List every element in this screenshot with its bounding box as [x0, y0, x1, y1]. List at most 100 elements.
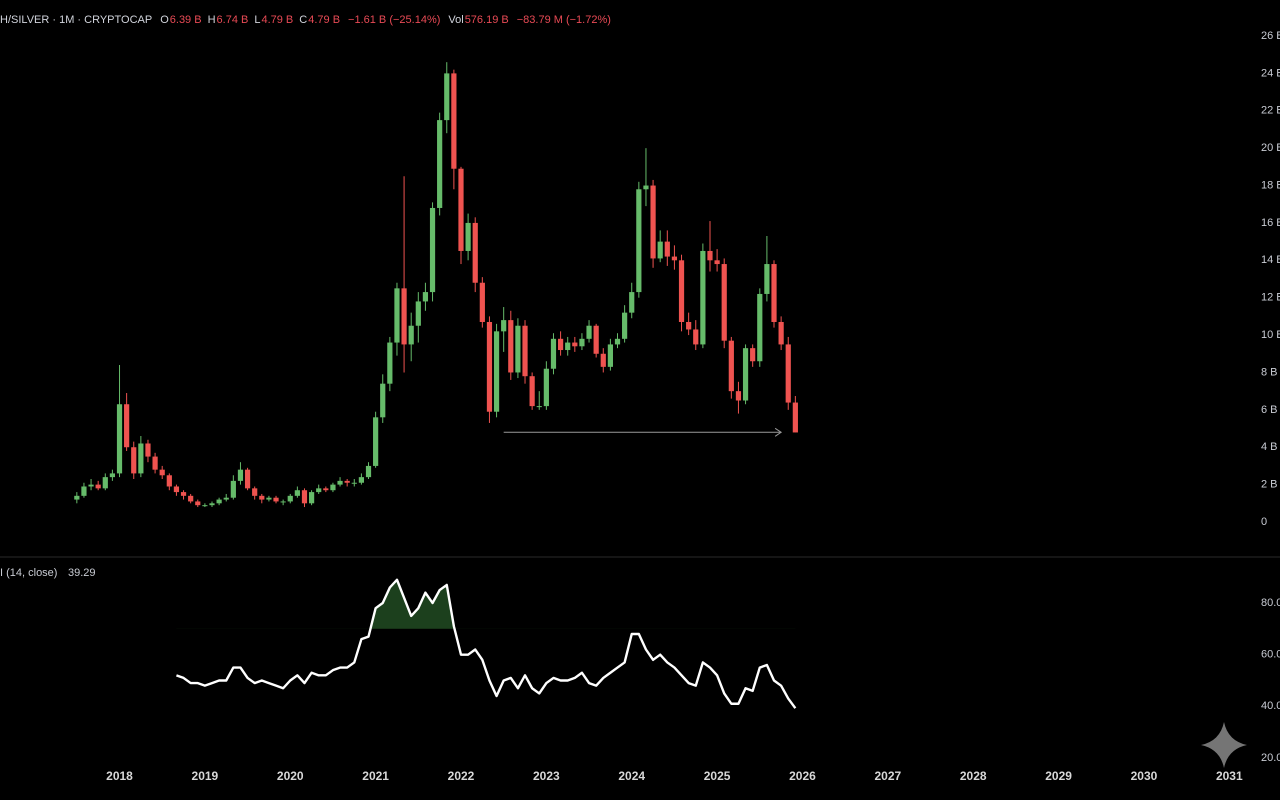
candle-body — [188, 495, 194, 502]
candle-body — [458, 168, 464, 251]
x-tick-label: 2022 — [448, 769, 475, 783]
candle-body — [486, 321, 493, 412]
candle-body — [344, 480, 350, 483]
ohlc-label: C — [299, 14, 307, 26]
candle-body — [543, 368, 549, 407]
candle-body — [629, 292, 635, 313]
candle-body — [444, 73, 450, 121]
x-tick-label: 2028 — [960, 769, 987, 783]
candle-body — [415, 301, 421, 326]
rsi-title: I (14, close) — [0, 567, 57, 579]
candle-body — [223, 497, 229, 500]
candle-body — [401, 288, 407, 345]
candle-body — [536, 406, 542, 408]
candle-body — [337, 480, 343, 485]
candle-body — [387, 342, 393, 384]
candle-body — [650, 185, 656, 259]
candle-body — [429, 207, 436, 293]
candle-body — [735, 391, 742, 401]
candle-body — [728, 340, 734, 392]
candle-body — [266, 497, 272, 500]
candle-body — [173, 486, 180, 493]
y-tick-label: 8 B — [1261, 366, 1278, 378]
candle-body — [116, 404, 123, 474]
candle-body — [237, 469, 244, 481]
candle-body — [202, 505, 208, 507]
y-tick-label: 24 B — [1261, 67, 1280, 79]
candle-body — [529, 376, 535, 407]
candle-body — [792, 402, 798, 433]
candle-body — [565, 342, 571, 351]
candle-body — [579, 338, 585, 347]
candle-body — [216, 499, 222, 504]
candle-body — [287, 495, 293, 502]
candle-body — [465, 222, 471, 251]
candle-body — [607, 344, 613, 367]
y-tick-label: 40.00 — [1261, 700, 1280, 712]
candle-body — [209, 503, 215, 506]
candle-body — [493, 331, 500, 412]
x-tick-label: 2030 — [1131, 769, 1158, 783]
candle-body — [95, 484, 101, 489]
rsi-line — [176, 578, 797, 709]
y-tick-label: 26 B — [1261, 30, 1280, 42]
volume-change: −83.79 M (−1.72%) — [517, 14, 611, 26]
candle-body — [643, 185, 649, 190]
candle-body — [244, 469, 251, 489]
x-tick-label: 2018 — [106, 769, 133, 783]
candle-body — [664, 241, 670, 257]
x-tick-label: 2021 — [362, 769, 389, 783]
y-tick-label: 80.00 — [1261, 597, 1280, 609]
candle-body — [721, 264, 727, 341]
candle-body — [301, 490, 308, 504]
candle-body — [522, 325, 528, 377]
y-tick-label: 12 B — [1261, 292, 1280, 304]
candle-body — [757, 293, 763, 362]
candle-body — [750, 348, 756, 362]
candle-body — [81, 486, 87, 496]
candle-body — [614, 338, 621, 345]
candle-body — [707, 250, 713, 261]
candle-body — [102, 477, 108, 489]
ohlc-value: 6.39 B — [170, 14, 202, 26]
x-tick-label: 2026 — [789, 769, 816, 783]
candle-body — [657, 241, 663, 259]
candle-body — [230, 480, 236, 498]
candle-body — [152, 456, 158, 470]
candle-body — [88, 484, 94, 487]
candle-body — [124, 404, 130, 448]
y-tick-label: 20 B — [1261, 142, 1280, 154]
candle-body — [550, 338, 557, 369]
candle-body — [636, 189, 642, 293]
candle-body — [195, 501, 201, 506]
y-tick-label: 20.00 — [1261, 752, 1280, 764]
candle-body — [252, 488, 258, 496]
candle-body — [714, 260, 720, 265]
candle-body — [593, 325, 599, 354]
header: H/SILVER · 1M · CRYPTOCAP O6.39 B H6.74 B L… — [0, 14, 611, 26]
candle-body — [472, 222, 478, 283]
candle-body — [515, 325, 521, 373]
candle-body — [159, 469, 165, 476]
candle-body — [586, 325, 592, 339]
x-tick-label: 2027 — [874, 769, 901, 783]
candle-body — [742, 348, 749, 401]
x-tick-label: 2020 — [277, 769, 304, 783]
candle-body — [600, 353, 606, 367]
candle-body — [785, 344, 791, 403]
x-tick-label: 2023 — [533, 769, 560, 783]
candle-body — [678, 260, 685, 322]
candle-body — [330, 484, 336, 491]
y-tick-label: 4 B — [1261, 441, 1278, 453]
candle-body — [351, 482, 357, 484]
ohlc-label: H — [208, 14, 216, 26]
candle-body — [572, 342, 578, 347]
y-tick-label: 0 — [1261, 516, 1267, 528]
candle-body — [693, 329, 699, 345]
candle-body — [323, 488, 329, 491]
candle-body — [138, 443, 144, 474]
symbol: H/SILVER · 1M · CRYPTOCAP — [0, 14, 152, 26]
y-tick-label: 60.00 — [1261, 649, 1280, 661]
